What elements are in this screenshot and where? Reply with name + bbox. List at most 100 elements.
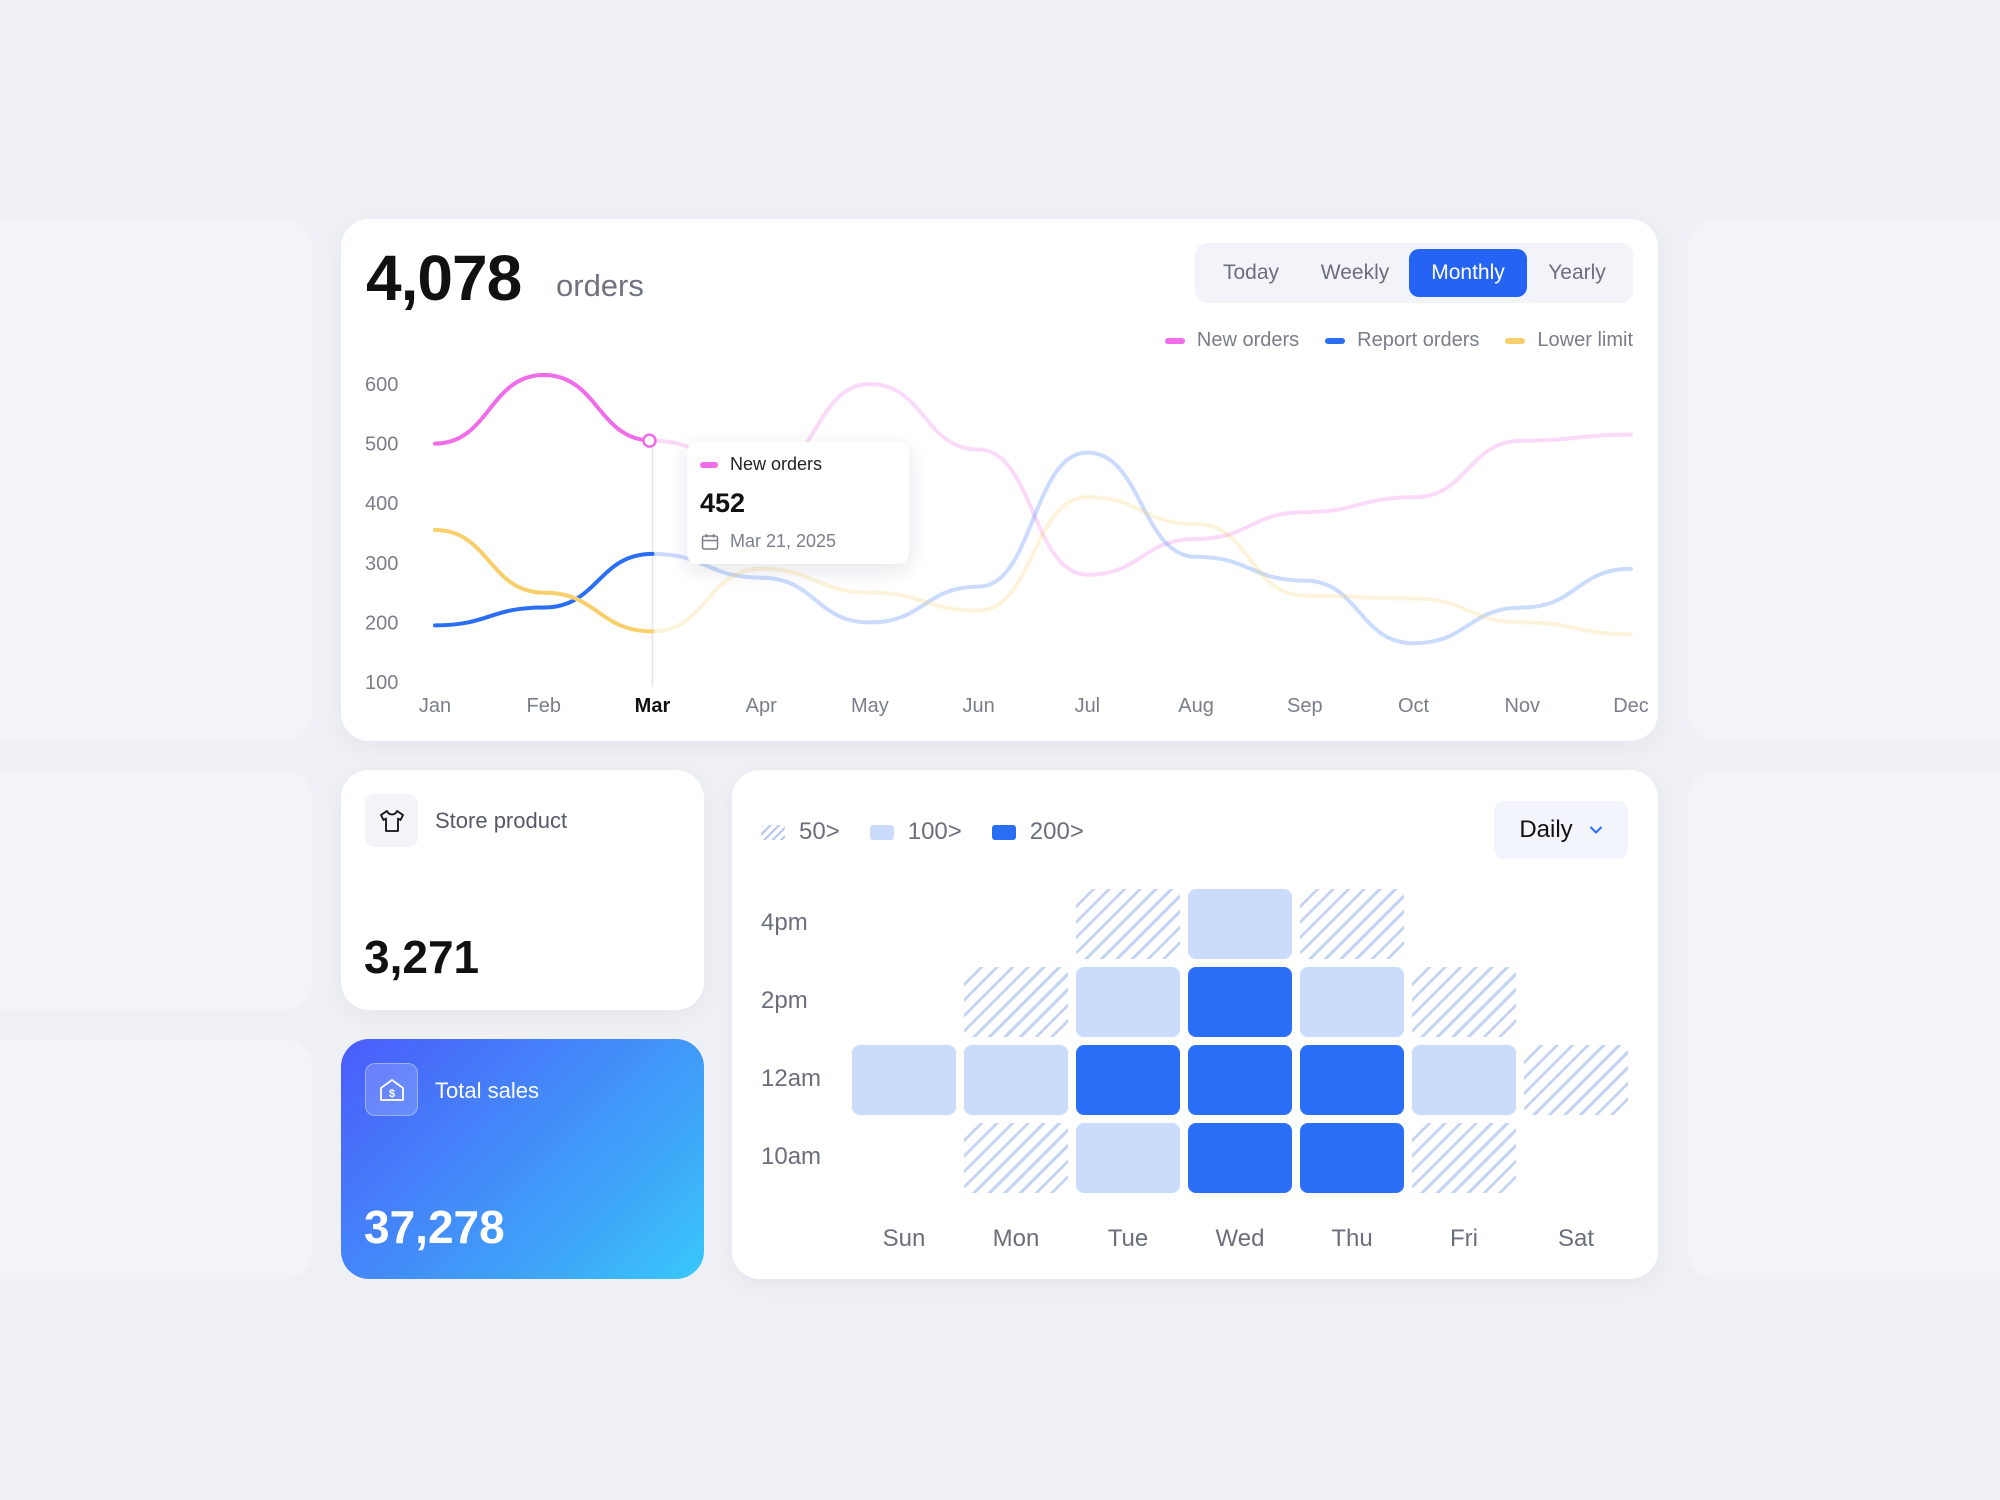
heatmap-cell[interactable]	[1076, 889, 1180, 959]
legend-swatch	[1505, 337, 1526, 344]
dark-swatch	[991, 824, 1016, 840]
tshirt-icon	[365, 794, 418, 847]
heatmap-cell[interactable]	[1412, 1045, 1516, 1115]
calendar-icon	[701, 533, 719, 550]
y-tick-label: 300	[365, 553, 398, 575]
heatmap-col-label: Wed	[1215, 1225, 1265, 1252]
heatmap-cell[interactable]	[1076, 1045, 1180, 1115]
period-yearly-button[interactable]: Yearly	[1548, 261, 1606, 284]
heatmap-legend-label: 50>	[799, 818, 840, 845]
chart-tooltip: New orders 452 Mar 21, 2025	[687, 442, 909, 564]
heatmap-cell[interactable]	[1412, 967, 1516, 1037]
heatmap-cell[interactable]	[964, 1045, 1068, 1115]
x-tick-label: Jul	[1075, 695, 1101, 717]
x-tick-label: Sep	[1287, 695, 1323, 717]
money-house-icon: $	[365, 1063, 418, 1116]
x-tick-label: Dec	[1613, 695, 1649, 717]
legend-label: New orders	[1196, 329, 1300, 351]
legend-label: Lower limit	[1537, 329, 1633, 351]
tooltip-swatch	[700, 461, 718, 468]
legend-swatch	[1164, 337, 1185, 344]
heatmap-cell[interactable]	[1076, 967, 1180, 1037]
total-sales-value: 37,278	[364, 1201, 505, 1253]
x-tick-label: Mar	[635, 695, 671, 717]
chevron-down-icon	[1589, 826, 1602, 834]
series-line-lower-limit	[433, 528, 655, 634]
x-tick-label: Jan	[419, 695, 451, 717]
interval-select[interactable]: Daily	[1494, 801, 1628, 859]
heatmap-cell[interactable]	[1524, 1045, 1628, 1115]
period-switcher: Today Weekly Monthly Yearly	[1195, 243, 1633, 303]
store-product-card[interactable]: Store product 3,271	[341, 770, 704, 1010]
heatmap-cell[interactable]	[964, 967, 1068, 1037]
total-sales-label: Total sales	[435, 1078, 539, 1103]
background-card	[0, 770, 312, 1010]
heatmap-cell[interactable]	[1300, 889, 1404, 959]
series-line-report-orders	[433, 551, 655, 628]
background-card	[0, 219, 312, 741]
legend-item-new-orders[interactable]: New orders	[1164, 329, 1300, 352]
heatmap-cell[interactable]	[1300, 1123, 1404, 1193]
highlight-point[interactable]	[642, 433, 657, 448]
tooltip-date: Mar 21, 2025	[700, 531, 836, 552]
heatmap-row-label: 10am	[761, 1143, 822, 1170]
series-line-new-orders	[433, 373, 655, 446]
legend-item-report-orders[interactable]: Report orders	[1325, 329, 1479, 352]
legend-item-lower-limit[interactable]: Lower limit	[1505, 329, 1633, 352]
x-tick-label: Feb	[526, 695, 560, 717]
y-tick-label: 400	[365, 493, 398, 515]
svg-text:$: $	[388, 1088, 394, 1100]
background-card	[1688, 770, 2000, 1279]
series-line-new-orders-faded	[650, 381, 1633, 577]
chart-legend: New orders Report orders Lower limit	[1164, 329, 1633, 352]
heatmap-col-label: Sat	[1557, 1225, 1595, 1252]
activity-heatmap-card: 50> 100> 200> Daily 4pm 2pm 12am 10am Sun Mon…	[732, 770, 1658, 1279]
heatmap-cell[interactable]	[964, 1123, 1068, 1193]
period-monthly-button[interactable]: Monthly	[1409, 249, 1527, 297]
heatmap-legend: 50> 100> 200>	[761, 818, 1084, 846]
y-tick-label: 200	[365, 612, 398, 634]
tooltip-value: 452	[700, 488, 746, 518]
light-swatch	[869, 824, 894, 840]
heatmap-col-label: Mon	[992, 1225, 1040, 1252]
interval-select-value: Daily	[1519, 816, 1573, 843]
y-tick-label: 600	[365, 374, 398, 396]
y-tick-label: 500	[365, 434, 398, 456]
series-line-report-orders-faded	[650, 450, 1633, 646]
background-card	[0, 1039, 312, 1279]
tooltip-series: New orders	[700, 454, 822, 475]
heatmap-col-label: Thu	[1331, 1225, 1373, 1252]
heatmap-cell[interactable]	[1188, 889, 1292, 959]
x-tick-label: Apr	[746, 695, 777, 717]
series-line-lower-limit-faded	[650, 495, 1633, 637]
orders-chart-card: 4,078 orders Today Weekly Monthly Yearly…	[341, 219, 1658, 741]
period-today-button[interactable]: Today	[1222, 261, 1280, 284]
heatmap-cell[interactable]	[1188, 1123, 1292, 1193]
hatch-swatch	[761, 824, 785, 840]
tooltip-series-label: New orders	[730, 454, 823, 474]
heatmap-row-label: 12am	[761, 1065, 822, 1092]
store-product-label: Store product	[435, 808, 568, 833]
heatmap-cell[interactable]	[1412, 1123, 1516, 1193]
heatmap-cell[interactable]	[852, 1045, 956, 1115]
heatmap-cell[interactable]	[1300, 1045, 1404, 1115]
heatmap-cell[interactable]	[1300, 967, 1404, 1037]
heatmap-legend-label: 200>	[1029, 818, 1084, 845]
heatmap-legend-item: 50>	[761, 818, 840, 846]
heatmap-row-label: 4pm	[761, 909, 808, 936]
period-weekly-button[interactable]: Weekly	[1320, 261, 1390, 284]
heatmap-legend-item: 200>	[991, 818, 1084, 846]
legend-label: Report orders	[1357, 329, 1480, 351]
legend-swatch	[1325, 337, 1346, 344]
total-sales-card[interactable]: $ Total sales 37,278	[341, 1039, 704, 1279]
background-card	[1688, 219, 2000, 741]
heatmap-col-label: Sun	[882, 1225, 926, 1252]
heatmap-row-label: 2pm	[761, 987, 808, 1014]
heatmap-cell[interactable]	[1076, 1123, 1180, 1193]
heatmap-cell[interactable]	[1188, 967, 1292, 1037]
y-tick-label: 100	[365, 672, 398, 694]
x-tick-label: May	[851, 695, 889, 717]
heatmap-cell[interactable]	[1188, 1045, 1292, 1115]
heatmap-col-label: Tue	[1107, 1225, 1149, 1252]
heatmap-legend-label: 100>	[907, 818, 962, 845]
